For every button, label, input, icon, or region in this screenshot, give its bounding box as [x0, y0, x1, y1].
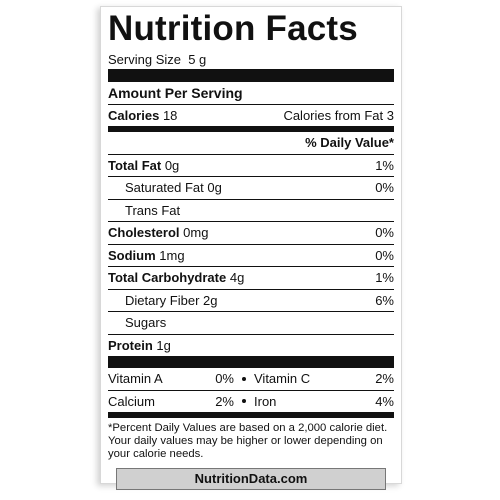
from-fat-label: Calories from Fat [283, 107, 384, 123]
nutrient-amount: 0mg [183, 225, 209, 241]
vitamin-name: Vitamin C [254, 371, 311, 387]
nutrient-amount: 0g [164, 157, 180, 173]
separator-dot [242, 376, 246, 381]
vitamin-name: Vitamin A [108, 371, 163, 387]
nutrient-dv: 0% [375, 225, 394, 241]
nutrient-amount: 1mg [159, 247, 185, 263]
nutrient-dv: 0% [375, 247, 394, 263]
nutrient-row: Total Fat 0g 1% [108, 155, 394, 177]
nutrient-name: Cholesterol [108, 225, 180, 241]
calories: Calories 18 [108, 108, 177, 123]
calories-from-fat: Calories from Fat 3 [283, 108, 394, 123]
nutrient-name: Total Fat [108, 157, 162, 173]
separator-dot [242, 399, 246, 404]
nutrient-row: Sodium 1mg 0% [108, 245, 394, 267]
dv-header: % Daily Value* [305, 135, 394, 151]
divider [108, 356, 394, 368]
vitamin-row: Vitamin A 0% Vitamin C 2% [108, 368, 394, 391]
vitamin-dv: 2% [215, 393, 234, 409]
nutrient-row: Protein 1g [108, 335, 394, 357]
nutrition-label: Nutrition Facts Serving Size 5 g Amount … [100, 6, 402, 490]
vitamin-dv: 4% [375, 393, 394, 409]
vitamin-dv: 0% [215, 371, 234, 387]
vitamins: Vitamin A 0% Vitamin C 2% Calcium 2% Iron 4% [108, 368, 394, 412]
nutrient: Protein 1g [108, 338, 171, 353]
title: Nutrition Facts [108, 9, 358, 48]
nutrient-row: Saturated Fat 0g 0% [108, 177, 394, 200]
nutrient-name: Sodium [108, 247, 156, 263]
vitamin-name: Iron [254, 393, 277, 409]
nutrients: Total Fat 0g 1% Saturated Fat 0g 0% Trans Fa… [108, 155, 394, 357]
nutrient-row: Sugars [108, 312, 394, 335]
amount-per-serving: Amount Per Serving [108, 84, 243, 101]
divider [108, 126, 394, 132]
nutrient-row: Trans Fat [108, 200, 394, 222]
nutrient-name: Dietary Fiber [125, 292, 200, 308]
vitamin-dv: 2% [375, 371, 394, 387]
calories-row: Calories 18 Calories from Fat 3 [108, 105, 394, 127]
nutrient-amount: 0g [207, 180, 222, 196]
from-fat-value: 3 [386, 107, 394, 123]
nutrient: Trans Fat [108, 203, 180, 218]
nutrient-name: Trans Fat [125, 202, 181, 218]
source: NutritionData.com [116, 468, 386, 490]
nutrient-amount: 2g [203, 292, 218, 308]
nutrient: Dietary Fiber 2g [108, 293, 218, 308]
serving-size: Serving Size 5 g [108, 51, 394, 70]
vitamin-row: Calcium 2% Iron 4% [108, 391, 394, 413]
nutrient-row: Total Carbohydrate 4g 1% [108, 267, 394, 290]
nutrient-amount: 4g [229, 270, 245, 286]
nutrient-row: Dietary Fiber 2g 6% [108, 290, 394, 312]
nutrient-name: Total Carbohydrate [108, 270, 227, 286]
nutrient-name: Saturated Fat [125, 180, 204, 196]
nutrient: Total Carbohydrate 4g [108, 270, 244, 285]
nutrient: Total Fat 0g [108, 158, 179, 173]
nutrient: Cholesterol 0mg [108, 225, 208, 240]
nutrient-dv: 1% [375, 270, 394, 286]
vitamin-name: Calcium [108, 393, 155, 409]
nutrient: Saturated Fat 0g [108, 180, 222, 195]
footnote: *Percent Daily Values are based on a 2,0… [108, 422, 388, 460]
amount-row: Amount Per Serving [108, 82, 394, 105]
nutrient: Sugars [108, 315, 166, 330]
nutrient-dv: 0% [375, 180, 394, 196]
nutrient-dv: 1% [375, 157, 394, 173]
nutrient-name: Protein [108, 337, 153, 353]
divider [108, 70, 394, 82]
daily-value-header: % Daily Value* [108, 132, 394, 155]
calories-label: Calories [108, 107, 160, 123]
serving-label: Serving Size [108, 52, 181, 67]
nutrient-row: Cholesterol 0mg 0% [108, 222, 394, 245]
nutrient-amount: 1g [156, 337, 171, 353]
serving-value: 5 g [188, 52, 207, 67]
nutrient: Sodium 1mg [108, 248, 185, 263]
nutrient-dv: 6% [375, 292, 394, 308]
nutrient-name: Sugars [125, 315, 167, 331]
calories-value: 18 [162, 107, 178, 123]
divider [108, 412, 394, 418]
